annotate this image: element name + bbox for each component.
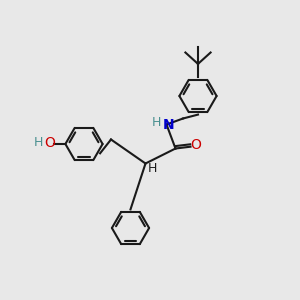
Text: H: H xyxy=(34,136,43,149)
Text: H: H xyxy=(147,162,157,176)
Text: O: O xyxy=(44,136,55,150)
Text: N: N xyxy=(163,118,175,132)
Text: H: H xyxy=(152,116,162,129)
Text: O: O xyxy=(190,138,201,152)
